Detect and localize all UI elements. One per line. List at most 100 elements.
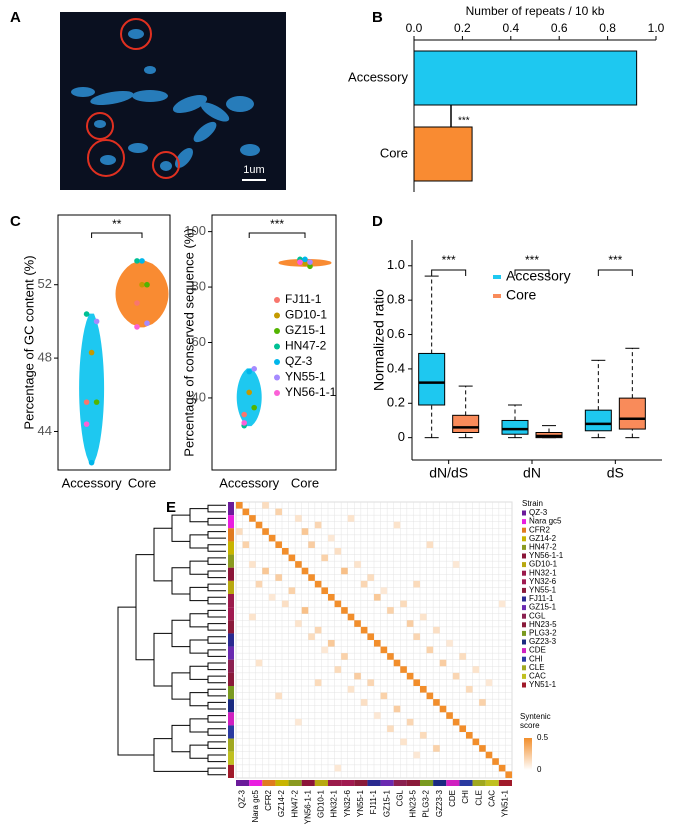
dendrogram-branch — [189, 508, 208, 523]
heatmap-cell — [255, 659, 263, 667]
micrograph: 1um — [60, 12, 286, 190]
legend-label: HN32-1 — [529, 568, 557, 577]
heatmap-cell — [413, 751, 420, 759]
dendrogram-branch — [207, 504, 226, 513]
legend-marker — [522, 570, 526, 576]
dendrogram-branch — [171, 567, 190, 595]
box — [584, 409, 612, 432]
legend-label: Accessory — [506, 268, 571, 284]
strain-strip — [228, 528, 234, 542]
strain-axis-label: GZ15-1 — [382, 789, 391, 817]
legend-label: CFR2 — [529, 525, 550, 534]
strain-axis-label: CFR2 — [264, 789, 273, 810]
legend-label: GZ15-1 — [285, 323, 326, 337]
legend-label: HN47-2 — [285, 339, 327, 353]
strain-strip — [459, 780, 473, 786]
heatmap-cell — [249, 613, 256, 621]
heatmap-cell — [354, 561, 361, 568]
strain-strip — [301, 780, 315, 786]
heatmap-cell — [413, 679, 420, 686]
strain-strip — [367, 780, 381, 786]
panel-label: A — [10, 9, 21, 26]
significance-bracket — [597, 269, 633, 276]
y-tick-label: 0.4 — [387, 360, 405, 375]
significance: ** — [112, 217, 122, 231]
strain-strip — [228, 764, 234, 778]
colorbar-tick-label: 0 — [537, 765, 542, 774]
dendrogram-branch — [153, 738, 208, 772]
x-category-label: Core — [291, 475, 319, 490]
legend-marker — [522, 665, 526, 671]
strain-strip — [228, 502, 234, 516]
x-tick-label: 0.6 — [551, 21, 568, 35]
strain-axis-label: YN56-1-1 — [303, 789, 312, 824]
heatmap-cell — [420, 732, 427, 739]
panel-label: C — [10, 213, 21, 230]
y-tick-label: 1.0 — [387, 257, 405, 272]
heatmap-cell — [439, 659, 447, 667]
heatmap-cell — [420, 613, 427, 621]
heatmap-cell — [249, 515, 256, 522]
strain-axis-label: YN51-1 — [501, 789, 510, 817]
dendrogram-branch — [207, 741, 226, 749]
heatmap-cell — [374, 594, 381, 601]
legend-marker — [493, 275, 501, 279]
strain-axis-label: GD10-1 — [317, 789, 326, 818]
heatmap-cell — [426, 692, 434, 700]
legend-label: FJ11-1 — [285, 292, 322, 306]
legend-marker — [522, 673, 526, 679]
dendrogram-branch — [207, 596, 226, 605]
strain-strip — [314, 780, 328, 786]
heatmap-cell — [498, 600, 506, 608]
heatmap-cell — [498, 764, 506, 772]
heatmap-cell — [314, 679, 322, 686]
heatmap-cell — [295, 561, 302, 568]
strain-strip — [433, 780, 447, 786]
x-tick-label: 0.4 — [502, 21, 519, 35]
x-tick-label: 0.0 — [406, 21, 423, 35]
plot-frame — [57, 214, 171, 471]
significance: *** — [442, 253, 456, 267]
heatmap-cell — [275, 692, 282, 700]
significance-bracket — [91, 232, 143, 238]
heatmap-cell — [295, 718, 302, 726]
heatmap-cell — [262, 502, 269, 509]
point — [139, 281, 145, 288]
legend-label: GZ14-2 — [529, 534, 557, 543]
x-tick-label: 1.0 — [648, 21, 665, 35]
heatmap-cell — [295, 515, 302, 522]
heatmap-cell — [479, 745, 486, 752]
heatmap-cell — [400, 738, 407, 746]
point — [83, 399, 90, 405]
heatmap-cell — [236, 528, 243, 535]
legend-label: PLG3-2 — [529, 629, 557, 638]
strain-strip — [420, 780, 434, 786]
heatmap-cell — [308, 574, 315, 581]
heatmap-cell — [308, 541, 315, 548]
heatmap-cell — [275, 574, 282, 581]
strain-strip — [406, 780, 420, 786]
point — [134, 324, 140, 330]
legend-marker — [522, 682, 526, 688]
y-axis-title: Percentage of GC content (%) — [21, 255, 36, 429]
strain-axis-label: FJ11-1 — [369, 789, 378, 814]
dendrogram-branch — [207, 583, 226, 592]
strain-axis-label: GZ23-3 — [435, 789, 444, 817]
legend-marker — [522, 510, 526, 516]
legend-marker — [522, 562, 526, 568]
legend-label: YN56-1-1 — [529, 551, 564, 560]
colorbar-tick-label: 0.5 — [537, 733, 549, 742]
point — [93, 318, 100, 325]
heatmap-cell — [341, 567, 348, 575]
dendrogram-branch — [189, 534, 208, 549]
box — [418, 352, 446, 406]
point — [241, 420, 247, 426]
dendrogram-branch — [189, 613, 208, 628]
heatmap-cell — [268, 594, 276, 601]
heatmap-cell — [433, 626, 440, 634]
dendrogram-branch — [207, 662, 226, 671]
heatmap-cell — [236, 502, 243, 509]
significance: *** — [458, 116, 470, 127]
point — [246, 389, 252, 396]
